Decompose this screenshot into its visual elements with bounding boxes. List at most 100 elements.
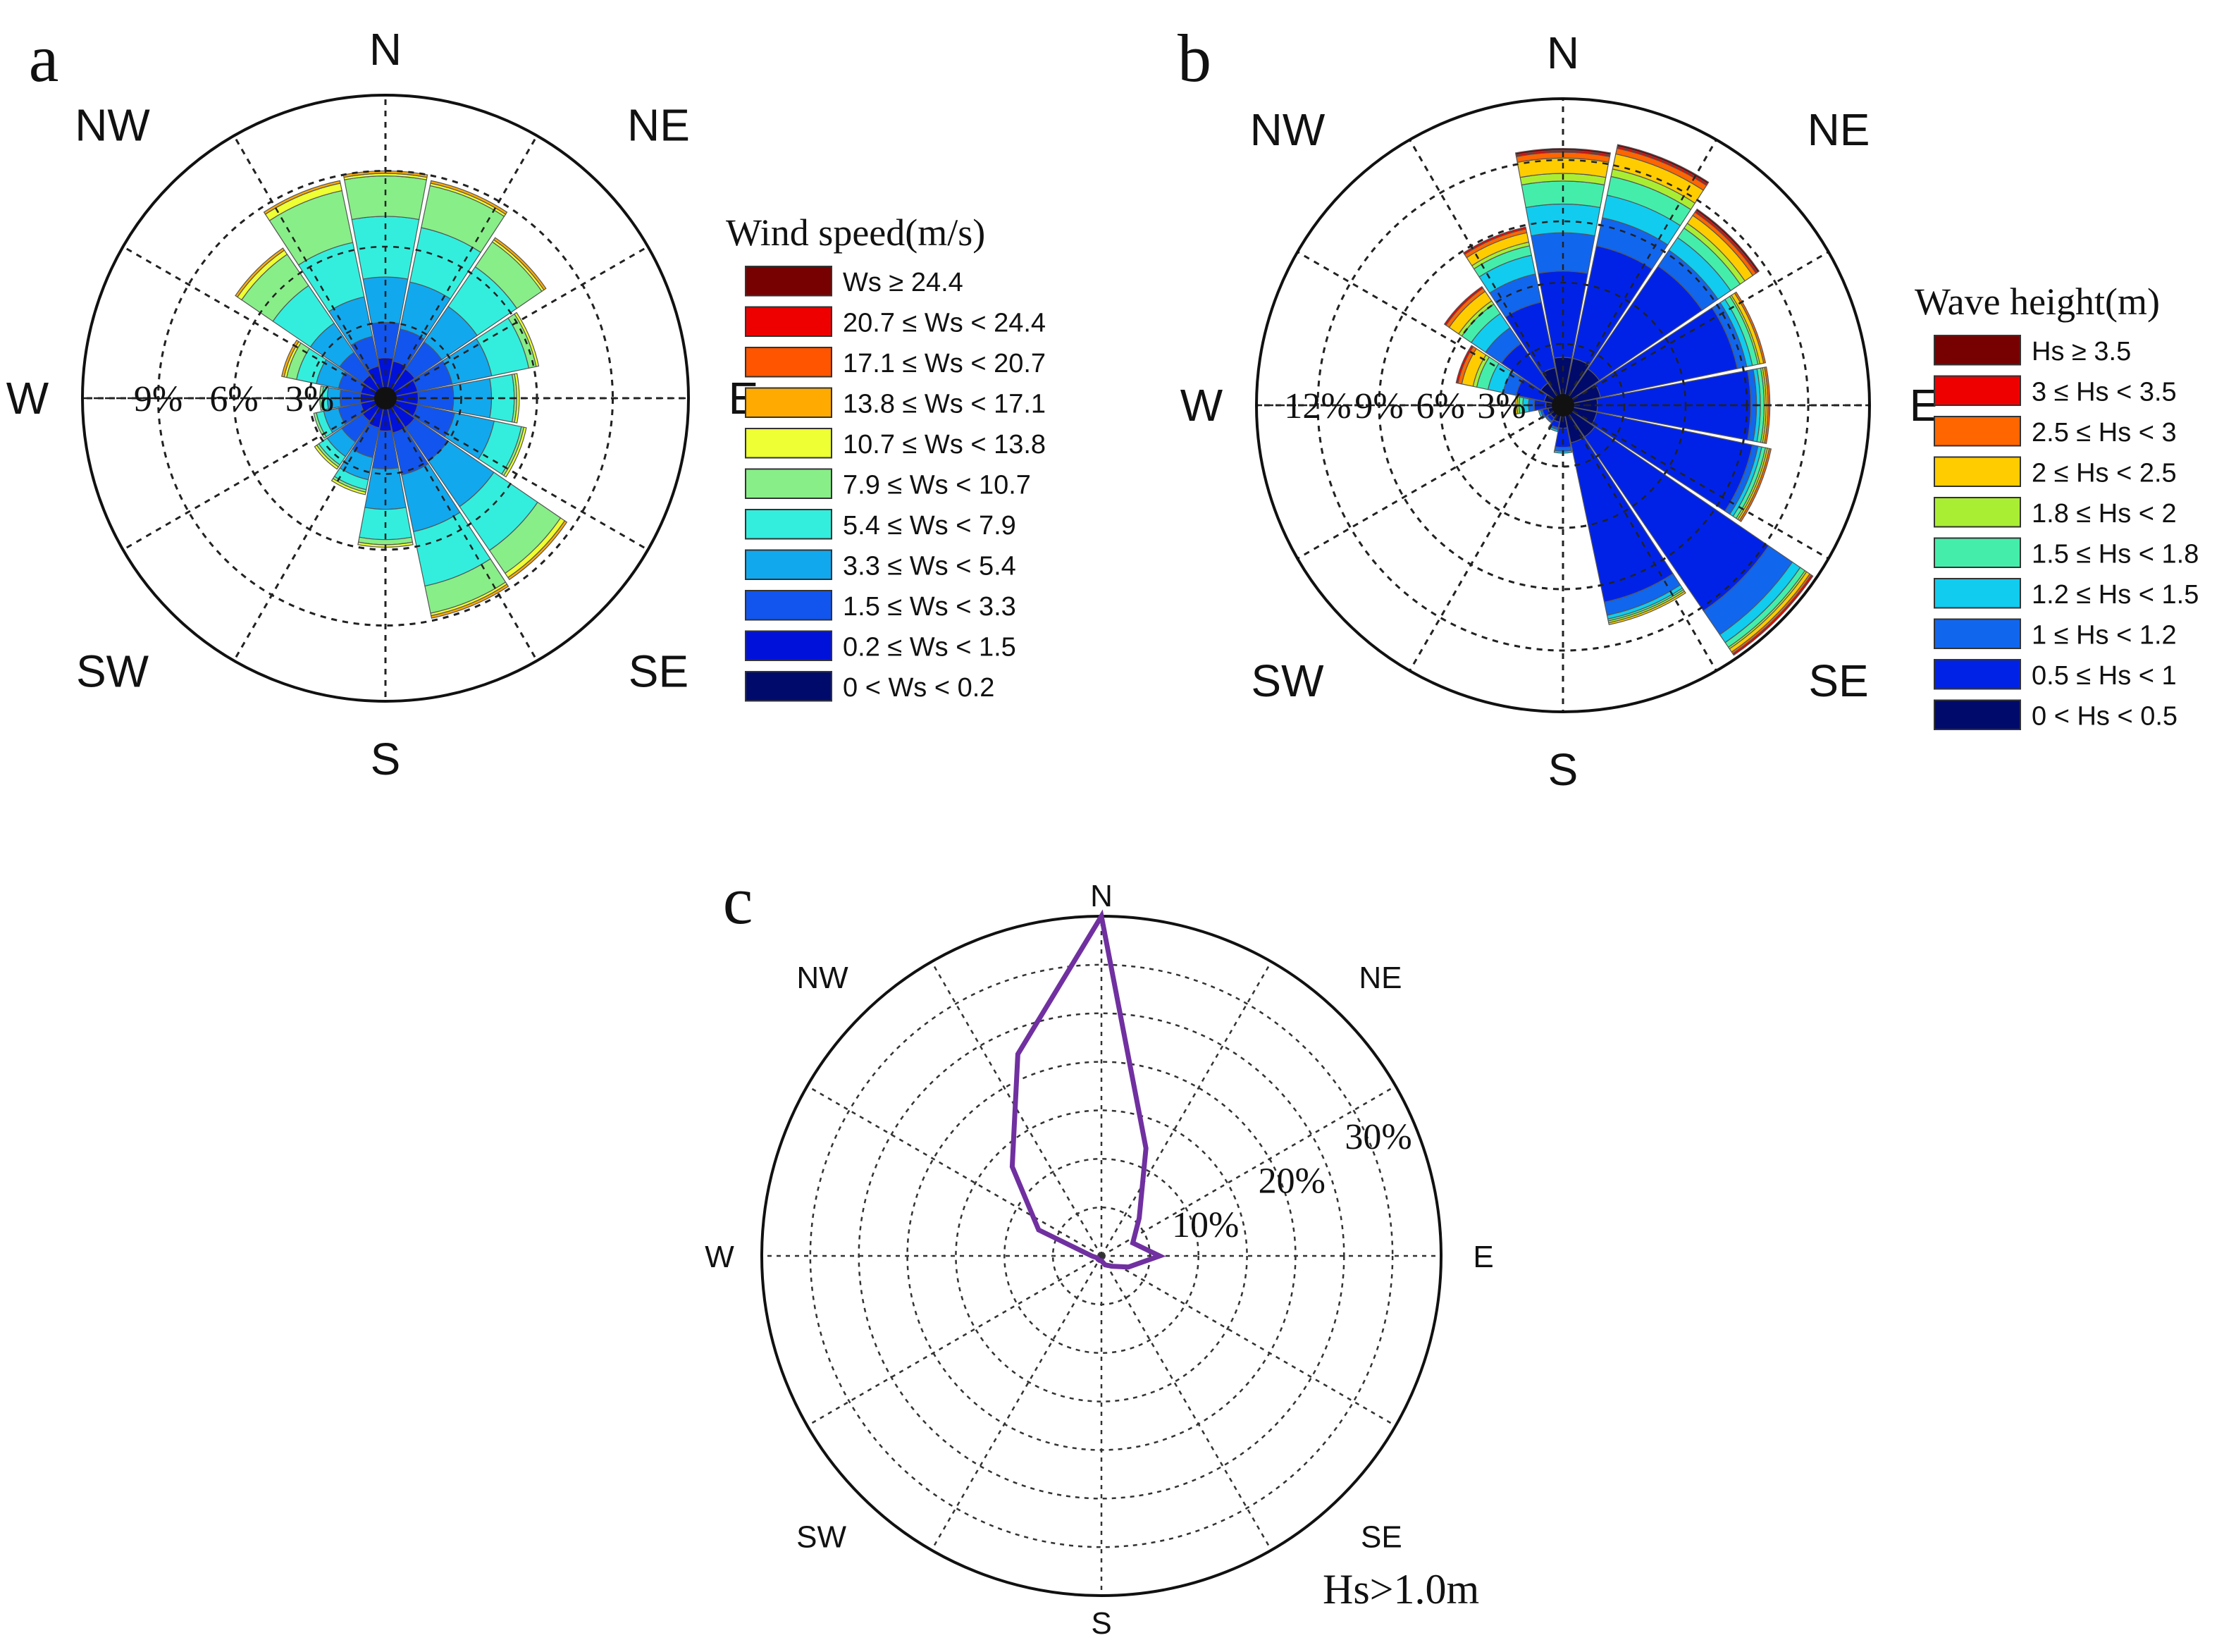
text-layer: a b c — [29, 20, 1211, 938]
grid-spoke — [930, 961, 1103, 1257]
legend-label-8: 3 ≤ Hs < 3.5 — [2032, 377, 2177, 407]
legend-swatch-8 — [1934, 375, 2021, 406]
legend-label-6: 2 ≤ Hs < 2.5 — [2032, 458, 2177, 488]
grid-ring — [955, 1109, 1248, 1403]
legend-swatch-0 — [745, 671, 832, 702]
rose-bar-nnw-bin-8 — [1462, 226, 1527, 255]
rose-bar-sse-bin-7 — [431, 584, 509, 619]
annotation-hs: Hs>1.0m — [1323, 1566, 1479, 1613]
legend-swatch-6 — [745, 428, 832, 459]
grid-spoke — [806, 1255, 1102, 1427]
compass-label-se: SE — [629, 646, 688, 696]
legend-label-2: 1.5 ≤ Ws < 3.3 — [843, 592, 1016, 622]
rose-bar-wnw-bin-8 — [1455, 345, 1474, 384]
compass-label-nw: NW — [1250, 104, 1326, 155]
panel-label-a: a — [29, 20, 59, 96]
legend-label-9: Hs ≥ 3.5 — [2032, 337, 2131, 366]
rose-bar-sw-bin-6 — [314, 444, 340, 470]
rose-bar-ne-bin-7 — [493, 237, 547, 291]
rose-bar-sse-bin-6 — [1608, 591, 1686, 626]
legend-title: Wind speed(m/s) — [726, 211, 985, 254]
polar-outer-ring — [1255, 97, 1871, 713]
compass-label-n: N — [1547, 27, 1579, 78]
compass-label-ne: NE — [1808, 104, 1870, 155]
rose-bar-s-bin-6 — [357, 541, 414, 548]
compass-label-nw: NW — [796, 961, 848, 995]
radial-tick-label: 6% — [209, 379, 258, 419]
rose-center — [374, 387, 397, 409]
rose-bar-nw-bin-8 — [1443, 285, 1484, 326]
legend-swatch-8 — [745, 347, 832, 378]
grid-ring — [809, 963, 1394, 1548]
frequency-line — [1009, 909, 1166, 1270]
legend-label-5: 7.9 ≤ Ws < 10.7 — [843, 470, 1031, 500]
rose-bar-nw-bin-7 — [235, 247, 285, 298]
radial-tick-label: 9% — [1354, 386, 1403, 426]
grid-spoke — [1101, 1255, 1397, 1427]
grid-spoke — [930, 1255, 1103, 1551]
legend-swatch-1 — [745, 630, 832, 661]
grid-spoke-overlay — [385, 245, 649, 400]
grid-spoke-overlay — [233, 135, 387, 399]
grid-spoke — [1100, 961, 1273, 1257]
rose-bar-ese-bin-6 — [503, 426, 527, 478]
legend-label-4: 5.4 ≤ Ws < 7.9 — [843, 511, 1016, 541]
compass-label-w: W — [1180, 380, 1223, 431]
panel-c: 10% 20% 30% N NE E SE S SW W NW Hs>1.0m — [705, 879, 1493, 1641]
rose-bar-e-bin-6 — [514, 373, 520, 424]
legend-label-8: 17.1 ≤ Ws < 20.7 — [843, 349, 1046, 378]
radial-tick-label: 9% — [134, 379, 183, 419]
rose-bar-wnw-bin-7 — [280, 339, 299, 378]
legend-label-5: 1.8 ≤ Hs < 2 — [2032, 499, 2177, 529]
rose-bar-ne-bin-9 — [1695, 208, 1760, 273]
legend-swatch-9 — [1934, 335, 2021, 366]
rose-bar-nne-bin-7 — [430, 180, 508, 215]
compass-label-se: SE — [1361, 1520, 1402, 1554]
legend-swatch-7 — [1934, 416, 2021, 447]
legend-swatch-2 — [1934, 618, 2021, 649]
legend-label-6: 10.7 ≤ Ws < 13.8 — [843, 430, 1046, 460]
radial-tick-label: 12% — [1284, 386, 1351, 426]
compass-label-e: E — [1473, 1240, 1493, 1274]
compass-label-w: W — [6, 373, 49, 424]
legend-swatch-7 — [745, 387, 832, 418]
radial-tick-label: 3% — [285, 379, 334, 419]
radial-tick-label: 10% — [1172, 1205, 1239, 1245]
panel-label-c: c — [723, 863, 753, 938]
legend-label-0: 0 < Ws < 0.2 — [843, 673, 994, 703]
legend-swatch-10 — [745, 266, 832, 297]
compass-label-s: S — [1548, 744, 1579, 795]
rose-bar-nnw-bin-7 — [263, 180, 341, 215]
legend-title: Wave height(m) — [1915, 281, 2160, 323]
grid-spoke — [1101, 1085, 1397, 1257]
rose-bar-ene-bin-7 — [1734, 291, 1767, 364]
grid-spoke-overlay — [384, 135, 538, 399]
grid-spoke-overlay — [122, 245, 386, 400]
legend-swatch-6 — [1934, 456, 2021, 487]
legend-swatch-9 — [745, 306, 832, 337]
rose-bar-se-bin-7 — [507, 520, 568, 581]
grid-spoke-overlay — [384, 397, 538, 662]
legend-label-10: Ws ≥ 24.4 — [843, 268, 963, 297]
rose-bar-ene-bin-6 — [514, 312, 540, 367]
legend-swatch-5 — [745, 468, 832, 499]
legend-label-7: 2.5 ≤ Hs < 3 — [2032, 418, 2177, 448]
compass-label-w: W — [705, 1240, 734, 1274]
panel-label-b: b — [1178, 20, 1211, 96]
rose-bar-ssw-bin-6 — [330, 478, 366, 495]
legend-swatch-2 — [745, 590, 832, 621]
radial-tick-label: 6% — [1416, 386, 1464, 426]
compass-label-nw: NW — [75, 100, 150, 151]
grid-ring — [858, 1012, 1345, 1500]
compass-label-s: S — [371, 734, 401, 784]
legend-label-3: 1.2 ≤ Hs < 1.5 — [2032, 580, 2199, 610]
grid-spoke-overlay — [122, 397, 386, 551]
legend-label-0: 0 < Hs < 0.5 — [2032, 701, 2177, 731]
radial-tick-label: 30% — [1345, 1117, 1411, 1157]
legend-swatch-5 — [1934, 497, 2021, 528]
legend-label-1: 0.2 ≤ Ws < 1.5 — [843, 632, 1016, 662]
compass-label-se: SE — [1808, 655, 1868, 706]
legend-swatch-3 — [1934, 578, 2021, 609]
legend-swatch-4 — [1934, 537, 2021, 568]
